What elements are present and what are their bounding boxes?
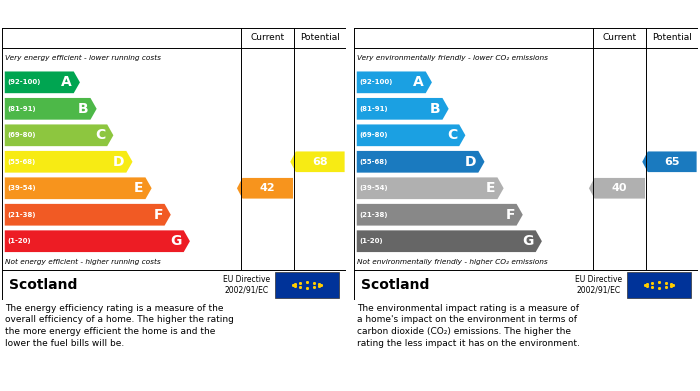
Text: (21-38): (21-38) xyxy=(359,212,388,218)
Text: Current: Current xyxy=(251,34,285,43)
Text: C: C xyxy=(95,128,106,142)
Polygon shape xyxy=(357,124,466,146)
Polygon shape xyxy=(357,98,449,120)
Text: B: B xyxy=(430,102,441,116)
Text: (1-20): (1-20) xyxy=(7,238,31,244)
Text: G: G xyxy=(523,234,534,248)
Text: (55-68): (55-68) xyxy=(7,159,36,165)
Text: EU Directive
2002/91/EC: EU Directive 2002/91/EC xyxy=(223,275,270,295)
Text: E: E xyxy=(486,181,496,195)
Text: 65: 65 xyxy=(664,157,680,167)
Text: C: C xyxy=(447,128,458,142)
Polygon shape xyxy=(357,230,542,252)
Text: 42: 42 xyxy=(260,183,276,193)
Text: (81-91): (81-91) xyxy=(7,106,36,112)
Polygon shape xyxy=(5,98,97,120)
Text: A: A xyxy=(62,75,72,89)
Polygon shape xyxy=(5,204,171,226)
Polygon shape xyxy=(237,178,293,199)
Text: (92-100): (92-100) xyxy=(7,79,41,85)
Bar xyxy=(627,273,691,298)
Text: Potential: Potential xyxy=(652,34,692,43)
Text: EU Directive
2002/91/EC: EU Directive 2002/91/EC xyxy=(575,275,622,295)
Text: (81-91): (81-91) xyxy=(359,106,388,112)
Polygon shape xyxy=(5,124,113,146)
Text: (39-54): (39-54) xyxy=(7,185,36,191)
Text: D: D xyxy=(465,155,477,169)
Polygon shape xyxy=(5,230,190,252)
Polygon shape xyxy=(5,178,152,199)
Text: Potential: Potential xyxy=(300,34,340,43)
Bar xyxy=(276,273,339,298)
Text: Scotland: Scotland xyxy=(361,278,429,292)
Text: (21-38): (21-38) xyxy=(7,212,36,218)
Text: (69-80): (69-80) xyxy=(7,132,36,138)
Text: A: A xyxy=(413,75,424,89)
Text: B: B xyxy=(78,102,89,116)
Text: Current: Current xyxy=(603,34,637,43)
Text: Environmental Impact (CO₂) Rating: Environmental Impact (CO₂) Rating xyxy=(359,7,592,20)
Polygon shape xyxy=(357,204,523,226)
Polygon shape xyxy=(5,72,80,93)
Text: Very energy efficient - lower running costs: Very energy efficient - lower running co… xyxy=(6,54,162,61)
Text: The environmental impact rating is a measure of
a home's impact on the environme: The environmental impact rating is a mea… xyxy=(358,304,580,348)
Text: G: G xyxy=(171,234,182,248)
Polygon shape xyxy=(357,72,432,93)
Text: Not environmentally friendly - higher CO₂ emissions: Not environmentally friendly - higher CO… xyxy=(358,259,548,265)
Text: Energy Efficiency Rating: Energy Efficiency Rating xyxy=(7,7,169,20)
Text: Not energy efficient - higher running costs: Not energy efficient - higher running co… xyxy=(6,259,161,265)
Text: (69-80): (69-80) xyxy=(359,132,388,138)
Text: (55-68): (55-68) xyxy=(359,159,387,165)
Text: E: E xyxy=(134,181,144,195)
Polygon shape xyxy=(5,151,132,173)
Text: Very environmentally friendly - lower CO₂ emissions: Very environmentally friendly - lower CO… xyxy=(358,54,548,61)
Polygon shape xyxy=(357,178,503,199)
Polygon shape xyxy=(290,151,344,172)
Text: D: D xyxy=(113,155,125,169)
Text: 68: 68 xyxy=(312,157,328,167)
Text: (1-20): (1-20) xyxy=(359,238,383,244)
Text: (92-100): (92-100) xyxy=(359,79,393,85)
Text: Scotland: Scotland xyxy=(9,278,77,292)
Polygon shape xyxy=(357,151,484,173)
Polygon shape xyxy=(643,151,696,172)
Text: F: F xyxy=(153,208,163,222)
Text: The energy efficiency rating is a measure of the
overall efficiency of a home. T: The energy efficiency rating is a measur… xyxy=(6,304,234,348)
Text: F: F xyxy=(505,208,515,222)
Text: 40: 40 xyxy=(612,183,627,193)
Text: (39-54): (39-54) xyxy=(359,185,388,191)
Polygon shape xyxy=(589,178,645,199)
